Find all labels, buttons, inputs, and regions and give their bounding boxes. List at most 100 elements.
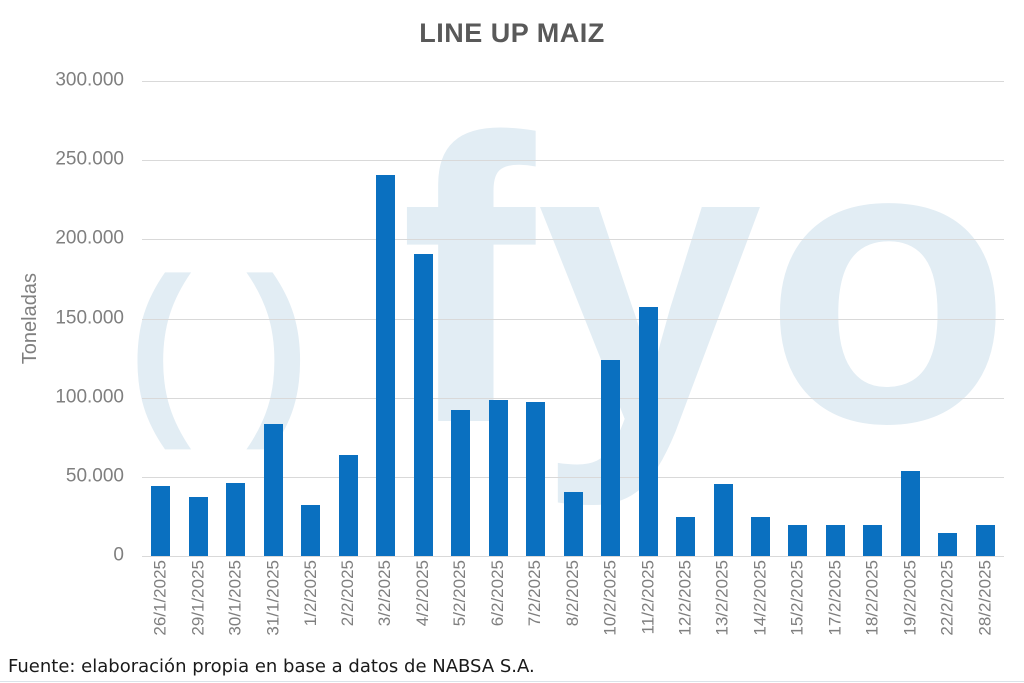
bars (142, 81, 1004, 556)
x-tick-slot: 26/1/2025 (142, 560, 179, 672)
x-tick-label: 29/1/2025 (188, 560, 208, 636)
y-tick-label: 300.000 (55, 69, 124, 91)
x-tick-label: 13/2/2025 (713, 560, 733, 636)
bar-2/2/2025 (338, 454, 358, 556)
x-tick-slot: 28/2/2025 (967, 560, 1004, 672)
bar-29/1/2025 (188, 497, 208, 556)
bar-slot (629, 81, 666, 556)
bar-15/2/2025 (788, 525, 808, 556)
x-tick-label: 26/1/2025 (150, 560, 170, 636)
gridline (142, 476, 1004, 478)
gridline (142, 318, 1004, 320)
x-tick-label: 31/1/2025 (263, 560, 283, 636)
x-tick-label: 4/2/2025 (413, 560, 433, 627)
y-axis-tick-labels: 0 50.000 100.000 150.000 200.000 250.000 300.0… (0, 70, 128, 566)
x-tick-label: 7/2/2025 (525, 560, 545, 627)
x-tick-slot: 4/2/2025 (404, 560, 441, 672)
x-tick-label: 1/2/2025 (300, 560, 320, 627)
x-tick-slot: 19/2/2025 (892, 560, 929, 672)
y-tick-label: 200.000 (55, 227, 124, 249)
bar-slot (367, 81, 404, 556)
bar-8/2/2025 (563, 491, 583, 556)
x-tick-label: 22/2/2025 (937, 560, 957, 636)
x-tick-slot: 12/2/2025 (667, 560, 704, 672)
x-tick-label: 5/2/2025 (450, 560, 470, 627)
bar-19/2/2025 (900, 471, 920, 556)
x-tick-label: 14/2/2025 (750, 560, 770, 636)
x-tick-label: 8/2/2025 (563, 560, 583, 627)
bar-6/2/2025 (488, 400, 508, 556)
bar-1/2/2025 (301, 505, 321, 556)
bar-slot (404, 81, 441, 556)
bar-3/2/2025 (376, 175, 396, 556)
chart-title: LINE UP MAIZ (419, 18, 605, 48)
x-tick-label: 18/2/2025 (862, 560, 882, 636)
x-tick-label: 3/2/2025 (375, 560, 395, 627)
bar-slot (479, 81, 516, 556)
bar-slot (142, 81, 179, 556)
x-tick-slot: 29/1/2025 (179, 560, 216, 672)
y-tick-label: 50.000 (65, 465, 124, 487)
bar-slot (892, 81, 929, 556)
x-tick-label: 17/2/2025 (825, 560, 845, 636)
bar-slot (442, 81, 479, 556)
bar-14/2/2025 (750, 517, 770, 556)
bar-slot (929, 81, 966, 556)
x-tick-label: 12/2/2025 (675, 560, 695, 636)
x-tick-label: 11/2/2025 (638, 560, 658, 635)
x-tick-slot: 31/1/2025 (254, 560, 291, 672)
bar-slot (854, 81, 891, 556)
y-tick-label: 250.000 (55, 148, 124, 170)
x-tick-label: 2/2/2025 (338, 560, 358, 627)
bar-slot (292, 81, 329, 556)
x-tick-label: 28/2/2025 (975, 560, 995, 636)
x-tick-slot: 17/2/2025 (817, 560, 854, 672)
bar-slot (554, 81, 591, 556)
bar-slot (742, 81, 779, 556)
x-tick-slot: 3/2/2025 (367, 560, 404, 672)
bar-28/2/2025 (975, 525, 995, 556)
y-tick-label: 100.000 (55, 386, 124, 408)
source-note: Fuente: elaboración propia en base a dat… (8, 656, 535, 677)
x-tick-label: 6/2/2025 (488, 560, 508, 627)
x-tick-slot: 7/2/2025 (517, 560, 554, 672)
bar-26/1/2025 (151, 485, 171, 556)
y-tick-label: 150.000 (55, 307, 124, 329)
x-tick-slot: 18/2/2025 (854, 560, 891, 672)
bar-slot (517, 81, 554, 556)
x-tick-slot: 10/2/2025 (592, 560, 629, 672)
bar-17/2/2025 (825, 525, 845, 556)
x-tick-slot: 5/2/2025 (442, 560, 479, 672)
x-tick-slot: 14/2/2025 (742, 560, 779, 672)
bar-4/2/2025 (413, 254, 433, 556)
bar-12/2/2025 (676, 517, 696, 556)
bar-22/2/2025 (938, 533, 958, 556)
x-tick-slot: 6/2/2025 (479, 560, 516, 672)
x-tick-slot: 8/2/2025 (554, 560, 591, 672)
x-tick-slot: 22/2/2025 (929, 560, 966, 672)
x-tick-slot: 30/1/2025 (217, 560, 254, 672)
plot-area (142, 81, 1004, 557)
gridline (142, 160, 1004, 162)
x-tick-slot: 15/2/2025 (779, 560, 816, 672)
bar-slot (967, 81, 1004, 556)
gridline (142, 397, 1004, 399)
fyo-logo-parentheses-icon: () (128, 239, 365, 451)
bar-13/2/2025 (713, 483, 733, 556)
bar-slot (817, 81, 854, 556)
bar-11/2/2025 (638, 307, 658, 556)
bar-5/2/2025 (451, 409, 471, 556)
x-tick-slot: 11/2/2025 (629, 560, 666, 672)
bar-18/2/2025 (863, 525, 883, 556)
bar-slot (179, 81, 216, 556)
bar-30/1/2025 (226, 483, 246, 556)
x-tick-label: 30/1/2025 (225, 560, 245, 636)
x-axis-tick-labels: 26/1/2025 29/1/2025 30/1/2025 31/1/2025 1/2/… (142, 560, 1004, 672)
gridline (142, 556, 1004, 557)
bar-slot (667, 81, 704, 556)
bar-10/2/2025 (601, 359, 621, 556)
bar-slot (217, 81, 254, 556)
x-tick-label: 19/2/2025 (900, 560, 920, 636)
x-tick-slot: 13/2/2025 (704, 560, 741, 672)
